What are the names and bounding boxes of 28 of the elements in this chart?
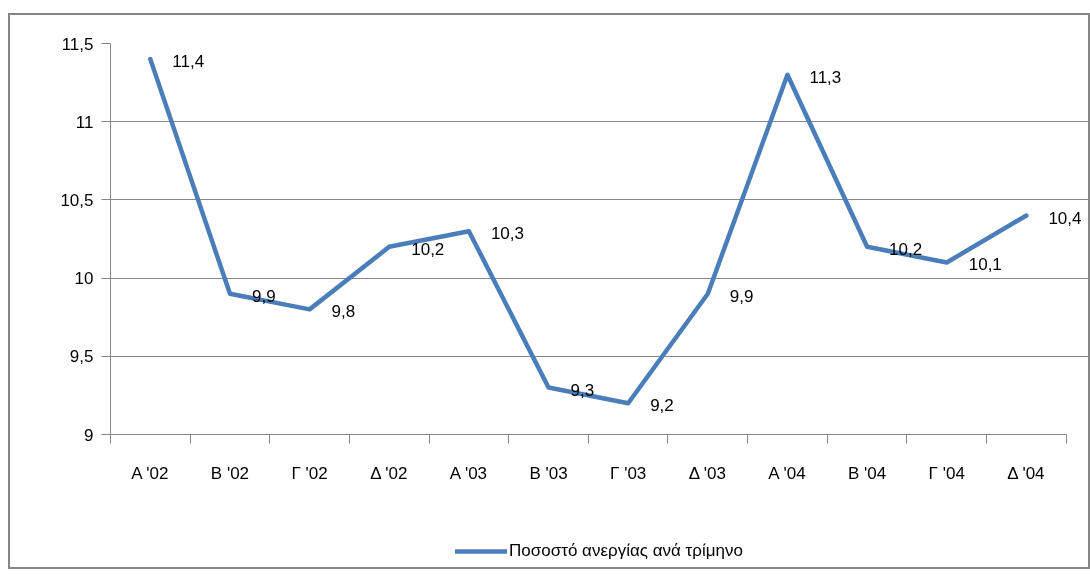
- x-tick-label: Α '04: [768, 463, 806, 483]
- x-tick-label: Β '02: [210, 463, 250, 483]
- x-tick-label: Δ '03: [688, 463, 726, 483]
- x-tick-label: Β '04: [847, 463, 887, 483]
- x-tick-label: Α '03: [449, 463, 488, 483]
- data-label: 9,8: [331, 302, 356, 322]
- y-tick-label: 10: [74, 269, 94, 289]
- y-tick-label: 9,5: [69, 347, 94, 367]
- x-tick-label: Α '02: [131, 463, 169, 483]
- data-label: 11,4: [172, 52, 205, 72]
- x-tick-label: Γ '03: [610, 463, 647, 483]
- x-tick-label: Γ '02: [291, 463, 328, 483]
- y-tick-label: 9: [84, 425, 94, 445]
- data-label: 9,9: [729, 286, 754, 306]
- x-tick-label: Δ '04: [1007, 463, 1045, 483]
- x-tick-label: Β '03: [529, 463, 568, 483]
- legend-label: Ποσοστό ανεργίας ανά τρίμηνο: [509, 541, 743, 561]
- data-label: 10,4: [1048, 208, 1082, 228]
- data-label: 11,3: [809, 67, 842, 87]
- x-tick-label: Γ '04: [928, 463, 965, 483]
- data-label: 10,3: [490, 224, 524, 244]
- y-tick-label: 11: [75, 112, 94, 132]
- data-label: 10,1: [968, 255, 1002, 275]
- x-tick-label: Δ '02: [370, 463, 408, 483]
- y-tick-label: 10,5: [60, 190, 94, 210]
- data-label: 10,2: [411, 239, 445, 259]
- data-label: 9,2: [650, 396, 674, 416]
- y-tick-label: 11,5: [61, 34, 94, 54]
